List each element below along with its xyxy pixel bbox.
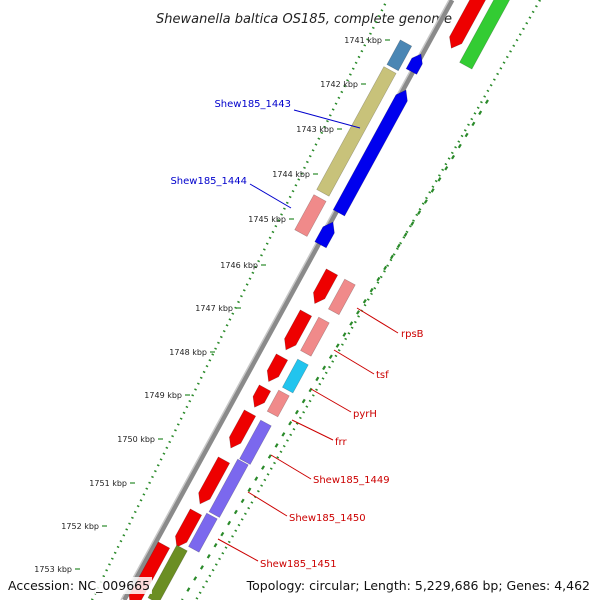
gene-label[interactable]: Shew185_1451 — [260, 559, 337, 570]
feature-lightred-tsf[interactable] — [300, 316, 330, 357]
gene-leader-line — [270, 454, 312, 480]
tick-label: 1750 kbp — [117, 435, 155, 444]
feature-red-1450[interactable] — [198, 456, 231, 505]
tick-labels: 1741 kbp 1742 kbp 1743 kbp 1744 kbp 1745 kbp… — [34, 36, 390, 574]
feature-purple-1451[interactable] — [188, 512, 218, 553]
tick-label: 1746 kbp — [220, 261, 258, 270]
feature-olive-1443[interactable] — [316, 66, 397, 197]
feature-red-tsf[interactable] — [284, 309, 313, 351]
gene-label[interactable]: tsf — [376, 370, 389, 381]
tick-label: 1749 kbp — [144, 391, 182, 400]
feature-red-pyrH[interactable] — [266, 353, 289, 383]
gene-leader-line — [291, 419, 334, 441]
feature-red-top[interactable] — [449, 0, 489, 49]
tick-label: 1753 kbp — [34, 565, 72, 574]
feature-blue-1442[interactable] — [405, 53, 423, 75]
gene-label[interactable]: Shew185_1450 — [289, 513, 366, 524]
topology-text: Topology: circular; Length: 5,229,686 bp… — [244, 577, 592, 594]
feature-green-top[interactable] — [459, 0, 512, 70]
feature-cyan-pyrH[interactable] — [281, 358, 309, 394]
feature-red-rpsB[interactable] — [313, 268, 339, 305]
gene-leader-line — [247, 491, 288, 517]
genome-backbone-highlight — [120, 0, 450, 600]
accession-text: Accession: NC_009665 — [6, 577, 153, 594]
gene-leader-line — [333, 349, 375, 375]
genome-backbone — [121, 0, 455, 600]
gene-label[interactable]: frr — [335, 437, 347, 448]
gene-leader-line — [293, 109, 361, 129]
inner-tick-ring — [194, 0, 542, 600]
feature-steelblue-1441[interactable] — [386, 39, 413, 72]
feature-red-frr[interactable] — [252, 384, 272, 408]
gene-label[interactable]: Shew185_1443 — [214, 99, 291, 110]
outer-tick-ring — [90, 0, 389, 600]
feature-blue-1443b[interactable] — [332, 89, 408, 217]
tick-label: 1748 kbp — [169, 348, 207, 357]
gene-leader-line — [356, 307, 399, 334]
tick-label: 1742 kbp — [320, 80, 358, 89]
gene-leader-line — [217, 538, 259, 562]
gene-label[interactable]: rpsB — [401, 329, 424, 340]
feature-olive-1452[interactable] — [147, 544, 188, 600]
feature-track — [128, 0, 512, 600]
gene-leader-line — [249, 183, 292, 209]
tick-label: 1745 kbp — [248, 215, 286, 224]
tick-label: 1751 kbp — [89, 479, 127, 488]
feature-red-1451[interactable] — [175, 508, 203, 548]
gene-leader-line — [310, 388, 352, 413]
tick-label: 1744 kbp — [272, 170, 310, 179]
feature-purple-1449[interactable] — [239, 419, 272, 465]
gene-label[interactable]: Shew185_1444 — [170, 176, 247, 187]
tick-label: 1743 kbp — [296, 125, 334, 134]
feature-lightred-rpsB[interactable] — [327, 278, 356, 316]
tick-label: 1752 kbp — [61, 522, 99, 531]
gene-labels: Shew185_1443 Shew185_1444 rpsB tsf pyrH frr Sh… — [170, 99, 423, 570]
tick-label: 1747 kbp — [195, 304, 233, 313]
feature-red-1449[interactable] — [229, 409, 257, 449]
tick-label: 1741 kbp — [344, 36, 382, 45]
feature-lightred-frr[interactable] — [266, 389, 290, 418]
map-title: Shewanella baltica OS185, complete genom… — [156, 12, 452, 27]
gene-label[interactable]: pyrH — [353, 409, 377, 420]
feature-purple-1450[interactable] — [208, 458, 249, 518]
feature-blue-1444b[interactable] — [314, 221, 335, 249]
gene-label[interactable]: Shew185_1449 — [313, 475, 390, 486]
feature-lightred-1444[interactable] — [294, 194, 327, 237]
